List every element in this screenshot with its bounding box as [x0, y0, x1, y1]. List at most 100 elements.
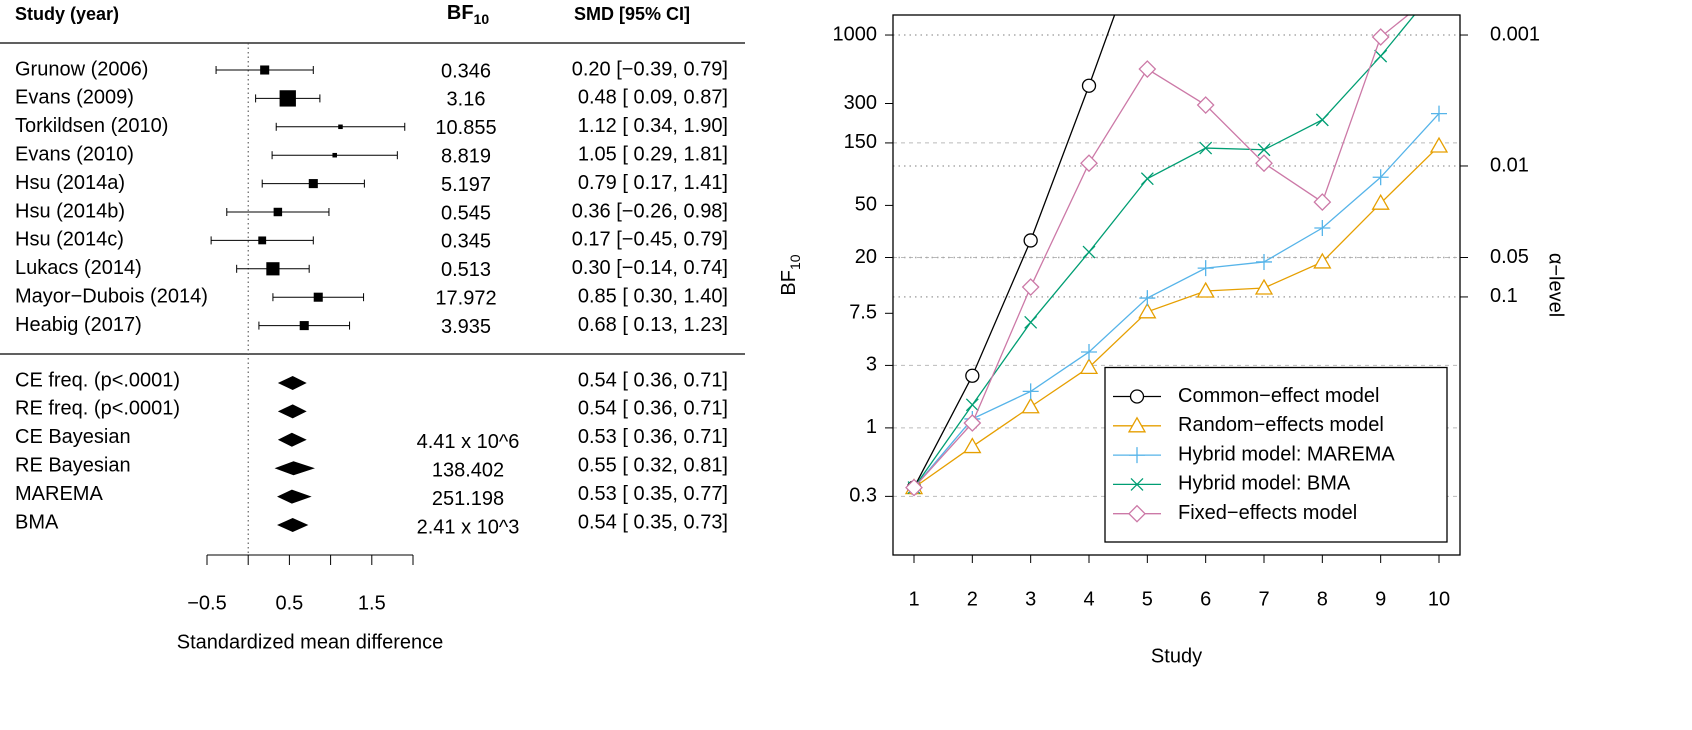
bf-value: 138.402	[432, 459, 504, 481]
legend-box	[1104, 366, 1448, 543]
series-line	[913, 15, 1410, 489]
y-tick-label: 3	[866, 354, 877, 376]
effect-square	[258, 236, 267, 245]
data-point	[1197, 260, 1214, 277]
data-point	[905, 478, 923, 497]
ci-label: 0.20 [−0.39, 0.79]	[572, 58, 728, 80]
effect-square	[299, 321, 309, 331]
ci-label: 0.53 [ 0.35, 0.77]	[578, 483, 728, 505]
x-tick-label: 2	[967, 588, 978, 610]
x-tick-label: 10	[1428, 588, 1450, 610]
data-point	[1315, 113, 1329, 127]
effect-square	[332, 152, 337, 158]
ci-label: 0.53 [ 0.36, 0.71]	[578, 426, 728, 448]
legend-marker	[1129, 447, 1145, 464]
y-tick-label: 300	[844, 92, 877, 114]
bf-value: 0.513	[441, 259, 491, 281]
y2-tick-label: 0.001	[1490, 23, 1540, 45]
column-header: SMD [95% CI]	[574, 4, 690, 24]
data-point	[1140, 172, 1154, 186]
data-point	[1431, 105, 1447, 122]
summary-name: RE Bayesian	[15, 454, 131, 476]
y2-axis-label: α−level	[1545, 253, 1567, 317]
data-point	[1023, 233, 1038, 248]
ci-label: 0.79 [ 0.17, 1.41]	[578, 172, 728, 194]
data-point	[1196, 281, 1215, 298]
data-point	[963, 437, 982, 454]
series-line	[913, 145, 1440, 489]
data-point	[1371, 28, 1390, 46]
study-name: Evans (2009)	[15, 87, 134, 109]
data-point	[1138, 60, 1157, 78]
legend-label: Hybrid model: BMA	[1178, 473, 1351, 495]
study-name: Hsu (2014a)	[15, 172, 125, 194]
data-point	[1024, 315, 1038, 329]
ci-label: 0.85 [ 0.30, 1.40]	[578, 285, 728, 307]
bf-value: 10.855	[435, 117, 496, 139]
legend-label: Random−effects model	[1178, 414, 1384, 436]
x-tick-label: 1	[908, 588, 919, 610]
ci-label: 0.48 [ 0.09, 0.87]	[578, 87, 728, 109]
data-point	[1080, 154, 1098, 173]
x-tick-label: 8	[1317, 588, 1328, 610]
data-point	[1021, 278, 1040, 296]
effect-square	[338, 124, 343, 130]
bf-value: 0.345	[441, 231, 491, 253]
summary-diamond	[277, 489, 312, 504]
bf-value: 17.972	[435, 287, 496, 309]
study-name: Grunow (2006)	[15, 58, 148, 80]
data-point	[1079, 358, 1099, 374]
summary-name: CE freq. (p<.0001)	[15, 369, 180, 391]
y2-tick-label: 0.05	[1490, 246, 1529, 268]
data-point	[1255, 154, 1273, 173]
y-tick-label: 150	[844, 131, 877, 153]
summary-diamond	[277, 518, 309, 532]
legend-marker	[1129, 389, 1145, 404]
ci-label: 1.05 [ 0.29, 1.81]	[578, 143, 728, 165]
study-name: Mayor−Dubois (2014)	[15, 285, 208, 307]
column-header: Study (year)	[15, 4, 119, 24]
summary-name: CE Bayesian	[15, 426, 131, 448]
x-tick-label: −0.5	[187, 592, 226, 614]
summary-diamond	[277, 376, 307, 390]
column-header: BF10	[447, 2, 489, 26]
bf-value: 8.819	[441, 145, 491, 167]
ci-label: 0.17 [−0.45, 0.79]	[572, 229, 728, 251]
summary-diamond	[274, 461, 315, 476]
data-point	[1082, 245, 1096, 259]
bf-value: 5.197	[441, 174, 491, 196]
x-tick-label: 3	[1025, 588, 1036, 610]
y-tick-label: 0.3	[849, 485, 877, 507]
data-point	[1372, 169, 1389, 186]
plot-frame	[892, 14, 1461, 556]
bf-value: 0.346	[441, 60, 491, 82]
plot-area	[904, 15, 1449, 497]
ci-label: 0.54 [ 0.35, 0.73]	[578, 511, 728, 533]
data-point	[1139, 290, 1156, 307]
legend-marker	[1128, 504, 1146, 523]
bf-value: 3.935	[441, 316, 491, 338]
legend-label: Hybrid model: MAREMA	[1178, 443, 1395, 465]
study-name: Hsu (2014b)	[15, 200, 125, 222]
y-axis-label: BF10	[778, 254, 802, 295]
ci-label: 0.54 [ 0.36, 0.71]	[578, 369, 728, 391]
x-tick-label: 9	[1375, 588, 1386, 610]
x-tick-label: 0.5	[275, 592, 303, 614]
data-point	[1256, 253, 1272, 270]
study-name: Lukacs (2014)	[15, 257, 142, 279]
y-tick-label: 20	[855, 246, 877, 268]
effect-square	[260, 65, 270, 75]
summary-diamond	[277, 432, 307, 447]
summary-name: RE freq. (p<.0001)	[15, 398, 180, 420]
y-tick-label: 7.5	[849, 302, 877, 324]
data-point	[1314, 220, 1331, 237]
ci-label: 0.68 [ 0.13, 1.23]	[578, 314, 728, 336]
x-tick-label: 7	[1258, 588, 1269, 610]
data-point	[1081, 343, 1097, 360]
y-tick-label: 50	[855, 194, 877, 216]
bf-value: 251.198	[432, 488, 504, 510]
study-name: Heabig (2017)	[15, 314, 142, 336]
legend-marker	[1130, 477, 1144, 491]
data-point	[1254, 278, 1274, 295]
x-axis-label: Study	[1151, 645, 1202, 667]
